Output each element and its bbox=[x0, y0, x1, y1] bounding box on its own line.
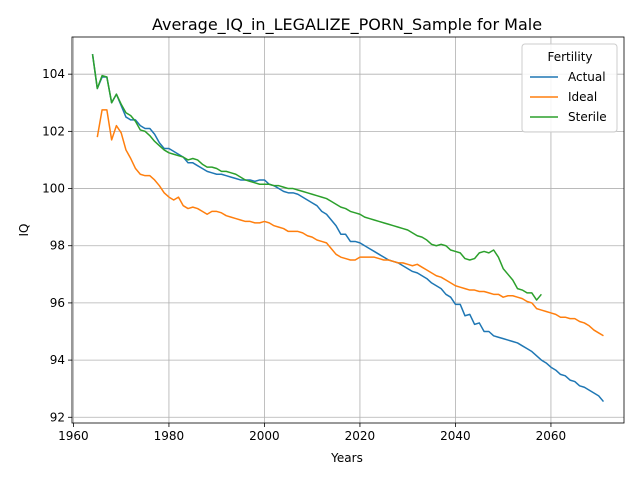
x-tick-label: 2040 bbox=[440, 429, 471, 443]
series-line-sterile bbox=[91, 54, 542, 301]
axis-ticks: 1960 1980 2000 2020 2040 2060 92 94 96 98 100 102 10… bbox=[42, 67, 566, 443]
x-axis-label: Years bbox=[330, 451, 363, 465]
x-tick-label: 2000 bbox=[249, 429, 280, 443]
legend-box bbox=[521, 43, 618, 133]
grid bbox=[72, 37, 624, 423]
plot-area-frame bbox=[71, 36, 625, 424]
x-tick-label: 1980 bbox=[154, 429, 185, 443]
y-tick-label: 102 bbox=[42, 124, 65, 138]
x-tick-label: 1960 bbox=[58, 429, 89, 443]
x-tick-label: 2020 bbox=[345, 429, 376, 443]
y-tick-label: 94 bbox=[50, 353, 65, 367]
legend-label-sterile: Sterile bbox=[568, 110, 607, 124]
y-axis-label: IQ bbox=[17, 224, 31, 237]
y-tick-label: 100 bbox=[42, 182, 65, 196]
series-line-actual bbox=[91, 54, 605, 403]
chart-title: Average_IQ_in_LEGALIZE_PORN_Sample for M… bbox=[152, 15, 542, 35]
y-tick-label: 98 bbox=[50, 239, 65, 253]
legend-label-actual: Actual bbox=[568, 70, 606, 84]
series-line-ideal bbox=[96, 109, 604, 337]
legend-title: Fertility bbox=[547, 50, 592, 64]
series-lines bbox=[91, 54, 605, 403]
legend-label-ideal: Ideal bbox=[568, 90, 597, 104]
y-tick-label: 104 bbox=[42, 67, 65, 81]
y-tick-label: 96 bbox=[50, 296, 65, 310]
legend: Fertility Actual Ideal Sterile bbox=[521, 43, 618, 133]
y-tick-label: 92 bbox=[50, 410, 65, 424]
x-tick-label: 2060 bbox=[536, 429, 567, 443]
